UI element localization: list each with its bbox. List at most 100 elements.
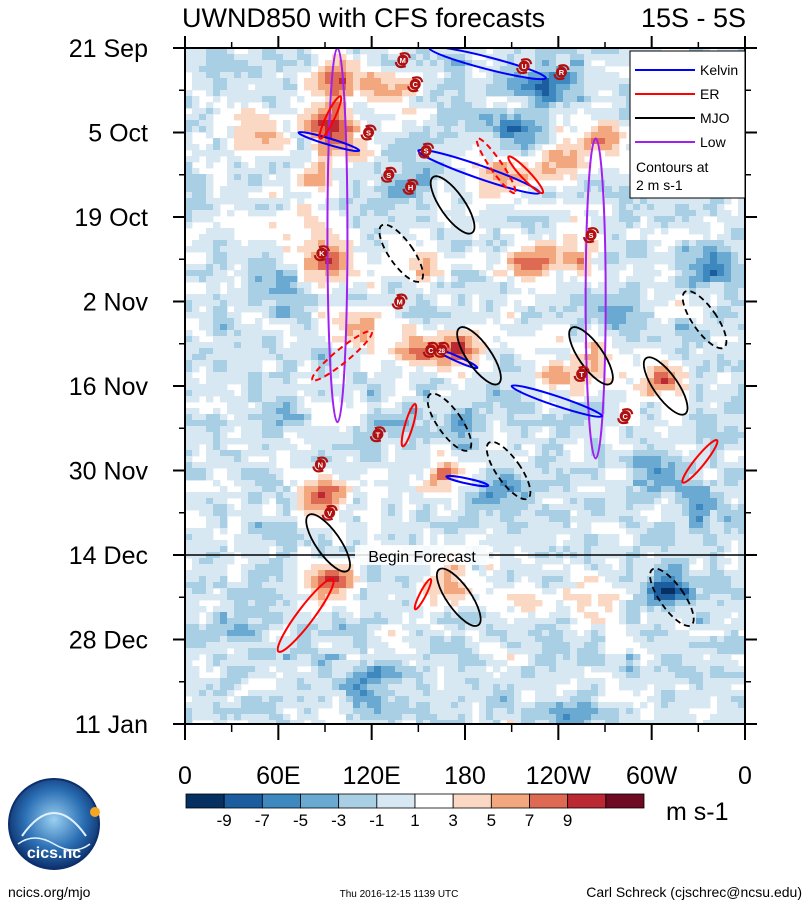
anomaly-cell bbox=[451, 246, 459, 253]
anomaly-cell bbox=[430, 408, 438, 415]
anomaly-cell bbox=[430, 132, 438, 139]
anomaly-cell bbox=[570, 192, 578, 199]
anomaly-cell bbox=[584, 462, 592, 469]
anomaly-cell bbox=[605, 450, 613, 457]
anomaly-cell bbox=[626, 522, 634, 529]
anomaly-cell bbox=[514, 90, 522, 97]
anomaly-cell bbox=[689, 354, 697, 361]
anomaly-cell bbox=[584, 522, 592, 529]
anomaly-cell bbox=[542, 492, 550, 499]
anomaly-cell bbox=[605, 126, 613, 133]
anomaly-cell bbox=[339, 240, 347, 247]
anomaly-cell bbox=[381, 198, 389, 205]
anomaly-cell bbox=[535, 252, 543, 259]
anomaly-cell bbox=[633, 486, 641, 493]
anomaly-cell bbox=[640, 270, 648, 277]
anomaly-cell bbox=[668, 198, 676, 205]
anomaly-cell bbox=[654, 324, 662, 331]
anomaly-cell bbox=[682, 318, 690, 325]
anomaly-cell bbox=[367, 210, 375, 217]
anomaly-cell bbox=[423, 438, 431, 445]
anomaly-cell bbox=[437, 102, 445, 109]
anomaly-cell bbox=[465, 222, 473, 229]
anomaly-cell bbox=[556, 78, 564, 85]
anomaly-cell bbox=[689, 402, 697, 409]
anomaly-cell bbox=[367, 96, 375, 103]
anomaly-cell bbox=[535, 174, 543, 181]
anomaly-cell bbox=[514, 432, 522, 439]
anomaly-cell bbox=[584, 324, 592, 331]
anomaly-cell bbox=[262, 126, 270, 133]
anomaly-cell bbox=[619, 210, 627, 217]
anomaly-cell bbox=[206, 234, 214, 241]
anomaly-cell bbox=[388, 228, 396, 235]
anomaly-cell bbox=[451, 348, 459, 355]
anomaly-cell bbox=[262, 96, 270, 103]
anomaly-cell bbox=[360, 288, 368, 295]
anomaly-cell bbox=[528, 504, 536, 511]
anomaly-cell bbox=[241, 336, 249, 343]
anomaly-cell bbox=[591, 48, 599, 55]
anomaly-cell bbox=[514, 528, 522, 535]
anomaly-cell bbox=[472, 342, 480, 349]
anomaly-cell bbox=[458, 510, 466, 517]
anomaly-cell bbox=[402, 162, 410, 169]
anomaly-cell bbox=[661, 360, 669, 367]
anomaly-cell bbox=[577, 300, 585, 307]
anomaly-cell bbox=[318, 150, 326, 157]
anomaly-cell bbox=[255, 348, 263, 355]
anomaly-cell bbox=[647, 384, 655, 391]
anomaly-cell bbox=[675, 216, 683, 223]
anomaly-cell bbox=[640, 456, 648, 463]
anomaly-cell bbox=[262, 348, 270, 355]
anomaly-cell bbox=[563, 84, 571, 91]
anomaly-cell bbox=[591, 294, 599, 301]
anomaly-cell bbox=[255, 186, 263, 193]
anomaly-cell bbox=[241, 330, 249, 337]
anomaly-cell bbox=[409, 336, 417, 343]
anomaly-cell bbox=[409, 414, 417, 421]
anomaly-cell bbox=[542, 102, 550, 109]
anomaly-cell bbox=[598, 132, 606, 139]
anomaly-cell bbox=[185, 300, 193, 307]
anomaly-cell bbox=[528, 252, 536, 259]
anomaly-cell bbox=[416, 432, 424, 439]
anomaly-cell bbox=[696, 282, 704, 289]
anomaly-cell bbox=[402, 438, 410, 445]
anomaly-cell bbox=[297, 420, 305, 427]
anomaly-cell bbox=[528, 318, 536, 325]
anomaly-cell bbox=[248, 516, 256, 523]
anomaly-cell bbox=[423, 300, 431, 307]
anomaly-cell bbox=[731, 294, 739, 301]
anomaly-cell bbox=[724, 216, 732, 223]
anomaly-cell bbox=[346, 150, 354, 157]
anomaly-cell bbox=[409, 108, 417, 115]
anomaly-cell bbox=[276, 360, 284, 367]
anomaly-cell bbox=[430, 120, 438, 127]
anomaly-cell bbox=[437, 360, 445, 367]
anomaly-cell bbox=[353, 108, 361, 115]
anomaly-cell bbox=[206, 462, 214, 469]
anomaly-cell bbox=[437, 384, 445, 391]
anomaly-cell bbox=[297, 372, 305, 379]
anomaly-cell bbox=[304, 306, 312, 313]
anomaly-cell bbox=[549, 516, 557, 523]
anomaly-cell bbox=[563, 150, 571, 157]
anomaly-cell bbox=[192, 270, 200, 277]
anomaly-cell bbox=[598, 282, 606, 289]
anomaly-cell bbox=[570, 312, 578, 319]
anomaly-cell bbox=[402, 402, 410, 409]
anomaly-cell bbox=[346, 450, 354, 457]
anomaly-cell bbox=[458, 312, 466, 319]
anomaly-cell bbox=[710, 360, 718, 367]
anomaly-cell bbox=[192, 204, 200, 211]
anomaly-cell bbox=[206, 60, 214, 67]
anomaly-cell bbox=[185, 114, 193, 121]
anomaly-cell bbox=[276, 66, 284, 73]
anomaly-cell bbox=[549, 78, 557, 85]
anomaly-cell bbox=[570, 366, 578, 373]
anomaly-cell bbox=[577, 498, 585, 505]
anomaly-cell bbox=[248, 252, 256, 259]
anomaly-cell bbox=[388, 282, 396, 289]
anomaly-cell bbox=[549, 408, 557, 415]
